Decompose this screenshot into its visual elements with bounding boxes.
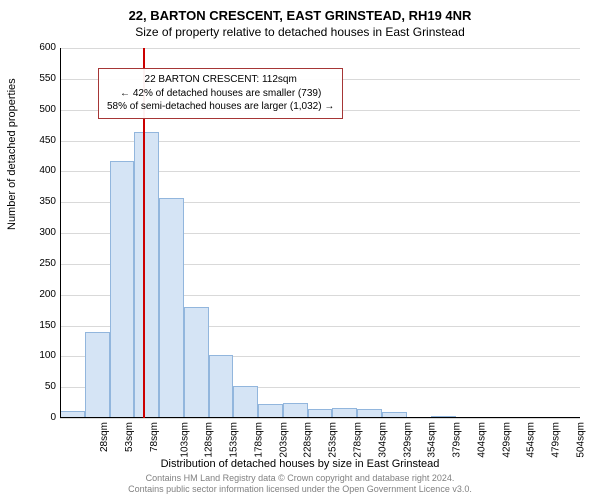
- y-tick-label: 600: [26, 42, 56, 53]
- histogram-plot: 05010015020025030035040045050055060028sq…: [60, 48, 580, 418]
- y-tick-label: 100: [26, 350, 56, 361]
- x-tick-label: 379sqm: [452, 422, 463, 458]
- footer-line-1: Contains HM Land Registry data © Crown c…: [0, 473, 600, 485]
- x-tick-label: 329sqm: [402, 422, 413, 458]
- y-tick-label: 450: [26, 135, 56, 146]
- chart-plot-area: 05010015020025030035040045050055060028sq…: [60, 48, 580, 418]
- x-tick-label: 103sqm: [179, 422, 190, 458]
- histogram-bar: [283, 403, 308, 418]
- gridline: [60, 418, 580, 419]
- y-tick-label: 150: [26, 320, 56, 331]
- info-box-line: 22 BARTON CRESCENT: 112sqm: [107, 73, 334, 87]
- y-tick-label: 0: [26, 412, 56, 423]
- histogram-bar: [258, 404, 283, 418]
- chart-footer: Contains HM Land Registry data © Crown c…: [0, 473, 600, 496]
- y-tick-label: 200: [26, 289, 56, 300]
- y-tick-label: 250: [26, 258, 56, 269]
- info-box-line: 58% of semi-detached houses are larger (…: [107, 100, 334, 114]
- histogram-bar: [159, 198, 184, 418]
- x-tick-label: 228sqm: [303, 422, 314, 458]
- x-tick-label: 28sqm: [99, 422, 110, 452]
- histogram-bar: [134, 132, 159, 418]
- y-tick-label: 550: [26, 73, 56, 84]
- x-tick-label: 78sqm: [149, 422, 160, 452]
- x-tick-label: 53sqm: [124, 422, 135, 452]
- y-tick-label: 400: [26, 165, 56, 176]
- x-tick-label: 203sqm: [278, 422, 289, 458]
- x-tick-label: 454sqm: [526, 422, 537, 458]
- histogram-bar: [110, 161, 135, 418]
- x-tick-label: 304sqm: [377, 422, 388, 458]
- y-tick-label: 300: [26, 227, 56, 238]
- y-axis-label: Number of detached properties: [6, 78, 18, 230]
- histogram-bar: [184, 307, 209, 418]
- footer-line-2: Contains public sector information licen…: [0, 484, 600, 496]
- y-tick-label: 500: [26, 104, 56, 115]
- y-tick-label: 50: [26, 381, 56, 392]
- x-tick-label: 429sqm: [501, 422, 512, 458]
- y-axis-line: [60, 48, 61, 418]
- x-tick-label: 153sqm: [229, 422, 240, 458]
- chart-container: { "title_main": "22, BARTON CRESCENT, EA…: [0, 0, 600, 500]
- chart-title-sub: Size of property relative to detached ho…: [0, 23, 600, 39]
- info-box-line: ← 42% of detached houses are smaller (73…: [107, 87, 334, 101]
- y-tick-label: 350: [26, 196, 56, 207]
- x-tick-label: 253sqm: [328, 422, 339, 458]
- x-tick-label: 404sqm: [476, 422, 487, 458]
- x-tick-label: 128sqm: [204, 422, 215, 458]
- histogram-bar: [209, 355, 234, 418]
- x-tick-label: 278sqm: [353, 422, 364, 458]
- x-tick-label: 178sqm: [254, 422, 265, 458]
- x-axis-line: [60, 417, 580, 418]
- histogram-bar: [85, 332, 110, 418]
- chart-title-main: 22, BARTON CRESCENT, EAST GRINSTEAD, RH1…: [0, 0, 600, 23]
- x-axis-label: Distribution of detached houses by size …: [0, 458, 600, 470]
- x-tick-label: 354sqm: [427, 422, 438, 458]
- gridline: [60, 48, 580, 49]
- x-tick-label: 479sqm: [551, 422, 562, 458]
- x-tick-label: 504sqm: [575, 422, 586, 458]
- histogram-bar: [233, 386, 258, 418]
- property-info-box: 22 BARTON CRESCENT: 112sqm← 42% of detac…: [98, 68, 343, 119]
